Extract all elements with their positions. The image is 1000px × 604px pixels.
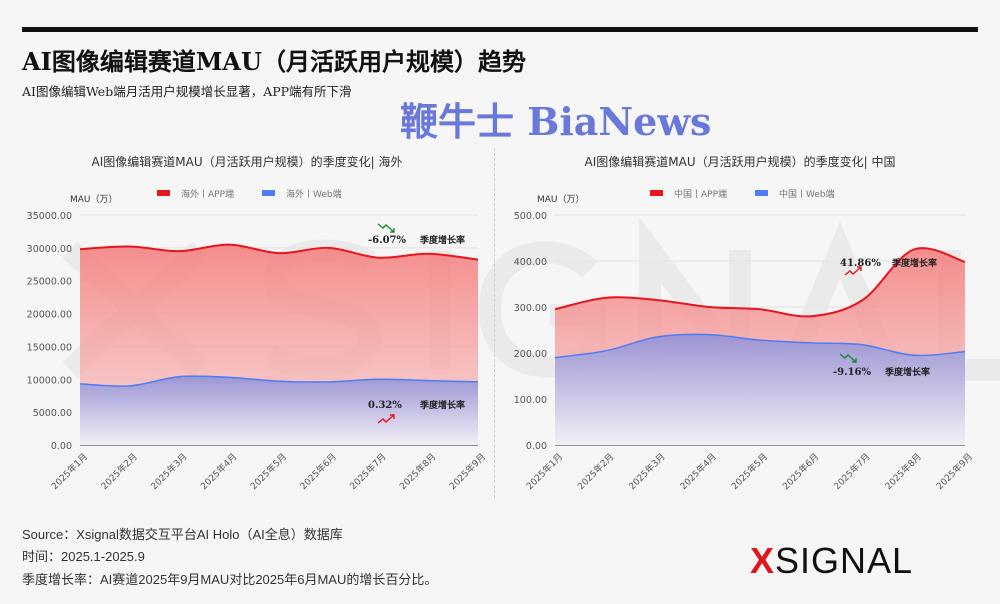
y-tick-label: 25000.00 [27, 277, 72, 288]
series-area [555, 334, 965, 445]
x-tick-label: 2025年2月 [575, 451, 616, 492]
y-tick-label: 500.00 [514, 211, 547, 222]
x-tick-label: 2025年8月 [882, 451, 923, 492]
trend-up-icon [844, 266, 862, 276]
x-tick-label: 2025年6月 [297, 451, 338, 492]
growth-value: -9.16% [833, 367, 872, 378]
growth-value: -6.07% [368, 235, 407, 246]
x-tick-label: 2025年3月 [626, 451, 667, 492]
logo-text: SIGNAL [775, 540, 914, 581]
x-tick-label: 2025年5月 [248, 451, 289, 492]
bianews-watermark: 鞭牛士 BiaNews [400, 99, 712, 144]
chart-china: AI图像编辑赛道MAU（月活跃用户规模）的季度变化| 中国 MAU（万） 中国丨AP… [514, 154, 975, 492]
page-title: AI图像编辑赛道MAU（月活跃用户规模）趋势 [22, 47, 526, 76]
x-tick-label: 2025年7月 [347, 451, 388, 492]
y-tick-label: 10000.00 [27, 375, 72, 386]
growth-label: 季度增长率 [891, 257, 937, 269]
y-tick-label: 0.00 [526, 441, 547, 452]
growth-label: 季度增长率 [419, 234, 465, 246]
x-tick-label: 2025年4月 [677, 451, 718, 492]
x-tick-label: 2025年7月 [831, 451, 872, 492]
legend-swatch [262, 190, 275, 196]
y-tick-label: 200.00 [514, 349, 547, 360]
panel-divider [494, 148, 495, 498]
time-note: 时间：2025.1-2025.9 [22, 549, 145, 564]
y-axis-label: MAU（万） [537, 194, 585, 205]
x-tick-label: 2025年1月 [49, 451, 90, 492]
x-tick-label: 2025年8月 [397, 451, 438, 492]
legend-swatch [157, 190, 170, 196]
x-tick-label: 2025年2月 [98, 451, 139, 492]
series-area [80, 376, 478, 445]
y-tick-label: 0.00 [51, 441, 72, 452]
y-tick-label: 30000.00 [27, 244, 72, 255]
chart-overseas: AI图像编辑赛道MAU（月活跃用户规模）的季度变化| 海外 MAU（万） 海外丨AP… [27, 154, 488, 492]
y-tick-label: 300.00 [514, 303, 547, 314]
y-tick-label: 100.00 [514, 395, 547, 406]
x-tick-label: 2025年4月 [198, 451, 239, 492]
x-tick-label: 2025年1月 [524, 451, 565, 492]
y-tick-label: 15000.00 [27, 342, 72, 353]
trend-down-icon [839, 353, 857, 363]
source-note: Source：Xsignal数据交互平台AI Holo（AI全息）数据库 [22, 527, 343, 542]
trend-down-icon [377, 223, 395, 233]
chart-title: AI图像编辑赛道MAU（月活跃用户规模）的季度变化| 海外 [92, 154, 403, 169]
logo-mark: X [750, 540, 776, 581]
page-subtitle: AI图像编辑Web端月活用户规模增长显著，APP端有所下滑 [22, 84, 352, 99]
growth-value: 0.32% [368, 400, 402, 411]
growth-label: 季度增长率 [419, 399, 465, 411]
y-tick-label: 35000.00 [27, 211, 72, 222]
x-tick-label: 2025年6月 [780, 451, 821, 492]
growth-note: 季度增长率：AI赛道2025年9月MAU对比2025年6月MAU的增长百分比。 [22, 572, 438, 587]
x-tick-label: 2025年9月 [447, 451, 488, 492]
trend-up-icon [377, 414, 395, 424]
top-rule [22, 27, 978, 32]
growth-label: 季度增长率 [884, 366, 930, 378]
x-tick-label: 2025年5月 [729, 451, 770, 492]
legend-label: 海外丨Web端 [286, 188, 342, 200]
chart-title: AI图像编辑赛道MAU（月活跃用户规模）的季度变化| 中国 [585, 154, 896, 169]
legend-label: 海外丨APP端 [181, 188, 234, 200]
xsignal-logo: XSIGNAL [750, 540, 913, 582]
y-axis-label: MAU（万） [70, 194, 118, 205]
x-tick-label: 2025年9月 [934, 451, 975, 492]
y-tick-label: 400.00 [514, 257, 547, 268]
y-tick-label: 20000.00 [27, 310, 72, 321]
legend-swatch [755, 190, 768, 196]
legend-label: 中国丨APP端 [674, 188, 727, 200]
legend-swatch [650, 190, 663, 196]
y-tick-label: 5000.00 [33, 408, 72, 419]
legend-label: 中国丨Web端 [779, 188, 835, 200]
growth-value: 41.86% [840, 258, 881, 269]
x-tick-label: 2025年3月 [148, 451, 189, 492]
